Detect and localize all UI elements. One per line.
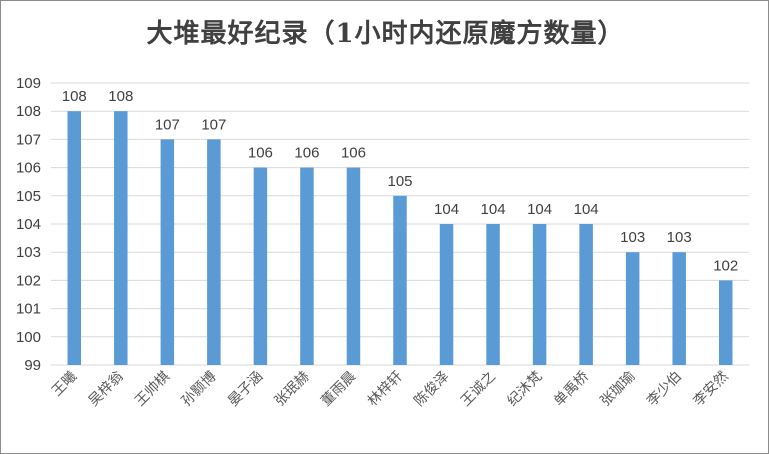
data-label: 107 (155, 116, 180, 133)
bar (346, 167, 361, 365)
x-tick-label: 董雨晨 (318, 369, 359, 410)
bar (253, 167, 268, 365)
y-tick-label: 100 (16, 329, 41, 346)
data-label: 107 (201, 116, 226, 133)
y-tick-label: 108 (16, 103, 41, 120)
y-tick-label: 107 (16, 131, 41, 148)
x-tick-label: 王曦 (49, 369, 80, 400)
bar (579, 224, 593, 365)
x-tick-label: 张珈瑜 (597, 369, 638, 410)
y-tick-label: 102 (16, 272, 41, 289)
y-tick-label: 103 (16, 244, 41, 261)
x-tick-label: 林梓轩 (365, 369, 406, 410)
bar (393, 195, 407, 365)
x-tick-label: 张珉赫 (272, 369, 313, 410)
data-label: 102 (713, 257, 738, 274)
x-tick-label: 单禹桥 (551, 369, 592, 410)
x-tick-label: 纪沐梵 (504, 369, 545, 410)
data-labels: 108 108 107 107 106 106 106 105 104 104 104 104 103 1… (62, 88, 738, 274)
y-tick-label: 109 (16, 75, 41, 92)
bar (486, 224, 500, 365)
data-label: 104 (574, 201, 599, 218)
bar (67, 111, 82, 365)
chart-title: 大堆最好纪录（1小时内还原魔方数量） (146, 19, 625, 49)
data-label: 104 (527, 201, 552, 218)
y-tick-label: 106 (16, 160, 41, 177)
bar (532, 224, 547, 365)
x-tick-label: 吴梓翁 (86, 369, 127, 410)
x-tick-label: 王诚之 (458, 369, 499, 410)
bar (160, 139, 175, 365)
data-label: 108 (108, 88, 133, 105)
x-tick-label: 王帅棋 (132, 369, 173, 410)
y-tick-label: 101 (16, 301, 41, 318)
x-tick-label: 孙颢博 (178, 368, 220, 410)
data-label: 104 (481, 201, 506, 218)
bar (718, 280, 733, 365)
bar (625, 252, 640, 365)
data-label: 104 (434, 201, 459, 218)
x-tick-label: 晏子涵 (225, 369, 266, 410)
x-tick-label: 李安然 (690, 368, 732, 410)
data-label: 106 (248, 145, 273, 162)
data-label: 106 (294, 145, 319, 162)
bar (207, 139, 221, 365)
bars (67, 111, 733, 365)
data-label: 103 (667, 229, 692, 246)
x-tick-label: 陈俊泽 (411, 368, 453, 410)
bar (300, 167, 314, 365)
bar (114, 111, 128, 365)
data-label: 108 (62, 88, 87, 105)
data-label: 105 (387, 173, 412, 190)
y-axis-ticks: 99 100 101 102 103 104 105 106 107 108 109 (16, 75, 41, 374)
bar (439, 224, 454, 365)
y-tick-label: 104 (16, 216, 41, 233)
x-axis-labels: 王曦 吴梓翁 王帅棋 孙颢博 晏子涵 张珉赫 董雨晨 林梓轩 陈俊泽 王诚之 纪沐梵 单禹桥 张珈瑜 李少… (49, 368, 732, 410)
y-tick-label: 105 (16, 188, 41, 205)
data-label: 106 (341, 145, 366, 162)
data-label: 103 (620, 229, 645, 246)
y-tick-label: 99 (24, 357, 41, 374)
x-tick-label: 李少伯 (644, 369, 685, 410)
bar (672, 252, 686, 365)
